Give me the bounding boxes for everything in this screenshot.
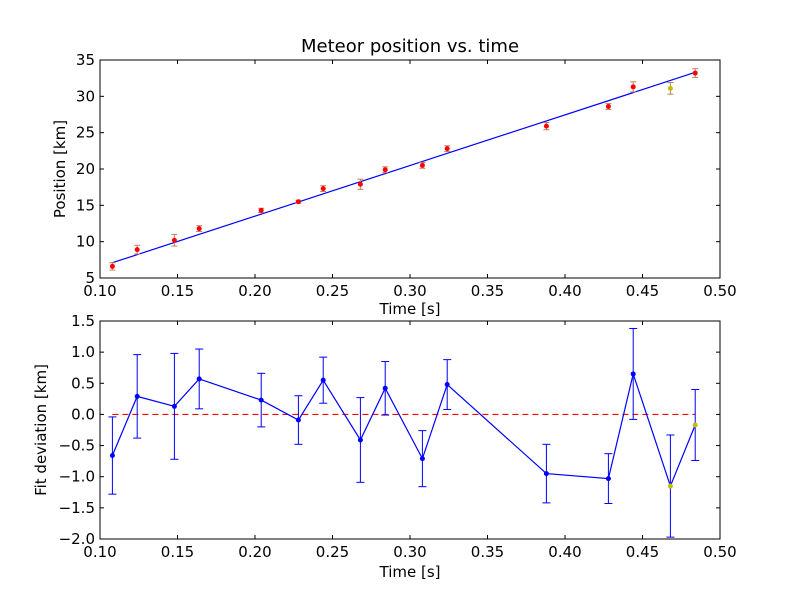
position-ytick-label: 10 [76, 233, 95, 251]
deviation-ytick-label: 0.5 [71, 374, 95, 392]
deviation-point [109, 453, 115, 459]
deviation-plot-xlabel: Time [s] [379, 563, 441, 581]
position-point [419, 162, 425, 168]
position-plot-ylabel: Position [km] [51, 120, 69, 218]
deviation-xtick-label: 0.15 [161, 543, 194, 561]
deviation-point [320, 377, 326, 383]
position-ytick-label: 20 [76, 160, 95, 178]
deviation-point [295, 417, 301, 423]
deviation-point [382, 385, 388, 391]
deviation-ytick-label: 1.0 [71, 343, 95, 361]
deviation-point [419, 456, 425, 462]
deviation-point [444, 382, 450, 388]
deviation-plot-marks [108, 327, 700, 538]
deviation-point [667, 483, 673, 489]
position-point [543, 123, 549, 129]
position-point [295, 199, 301, 205]
deviation-point [134, 393, 140, 399]
deviation-plot-frame [99, 320, 721, 540]
fit-line [112, 71, 696, 264]
deviation-ytick-label: −1.0 [59, 468, 95, 486]
position-point [258, 207, 264, 213]
deviation-xtick-label: 0.40 [548, 543, 581, 561]
position-point [171, 237, 177, 243]
position-ytick-label: 30 [76, 87, 95, 105]
deviation-xtick-label: 0.50 [703, 543, 736, 561]
deviation-xtick-label: 0.10 [83, 543, 116, 561]
position-plot-title: Meteor position vs. time [301, 36, 519, 57]
deviation-point [171, 403, 177, 409]
position-point [605, 104, 611, 110]
deviation-xtick-label: 0.20 [238, 543, 271, 561]
position-point [667, 85, 673, 91]
position-point [692, 70, 698, 76]
deviation-point [543, 471, 549, 477]
position-plot-marks [109, 68, 699, 271]
deviation-ytick-label: −0.5 [59, 437, 95, 455]
position-ytick-label: 35 [76, 51, 95, 69]
deviation-ytick-label: 1.5 [71, 312, 95, 330]
position-point [444, 146, 450, 152]
position-xtick-label: 0.25 [316, 282, 349, 300]
position-xtick-label: 0.10 [83, 282, 116, 300]
position-point [357, 181, 363, 187]
deviation-plot-clip [108, 327, 700, 538]
position-ytick-label: 5 [85, 269, 95, 287]
deviation-point [630, 371, 636, 377]
position-point [382, 167, 388, 173]
deviation-xtick-label: 0.30 [393, 543, 426, 561]
position-plot-ticks: 0.10 0.15 0.20 0.25 0.30 0.35 0.40 0.45 0.50 5 10 1… [76, 51, 737, 300]
deviation-plot: 0.10 0.15 0.20 0.25 0.30 0.35 0.40 0.45 0.50 −2.0… [32, 312, 737, 581]
position-plot-xlabel: Time [s] [379, 300, 441, 318]
position-point [630, 84, 636, 90]
position-plot: Meteor position vs. time 0.10 0.15 0.20 0.2… [51, 36, 737, 318]
position-xtick-label: 0.20 [238, 282, 271, 300]
deviation-plot-ylabel: Fit deviation [km] [32, 364, 50, 496]
deviation-xtick-label: 0.25 [316, 543, 349, 561]
deviation-ytick-label: −1.5 [59, 499, 95, 517]
position-plot-frame [99, 59, 721, 279]
position-xtick-label: 0.35 [471, 282, 504, 300]
position-ytick-label: 15 [76, 196, 95, 214]
position-point [196, 226, 202, 232]
deviation-point [196, 376, 202, 382]
position-point [134, 247, 140, 253]
deviation-point [258, 397, 264, 403]
deviation-point [692, 422, 698, 428]
deviation-series-line [111, 371, 696, 488]
position-xtick-label: 0.30 [393, 282, 426, 300]
deviation-point [605, 476, 611, 482]
position-xtick-label: 0.45 [626, 282, 659, 300]
position-ytick-label: 25 [76, 124, 95, 142]
deviation-xtick-label: 0.35 [471, 543, 504, 561]
deviation-xtick-label: 0.45 [626, 543, 659, 561]
deviation-ytick-label: −2.0 [59, 530, 95, 548]
position-xtick-label: 0.40 [548, 282, 581, 300]
deviation-ytick-label: 0.0 [71, 405, 95, 423]
position-xtick-label: 0.50 [703, 282, 736, 300]
deviation-point [357, 437, 363, 443]
position-xtick-label: 0.15 [161, 282, 194, 300]
position-point [109, 263, 115, 269]
position-point [320, 186, 326, 192]
